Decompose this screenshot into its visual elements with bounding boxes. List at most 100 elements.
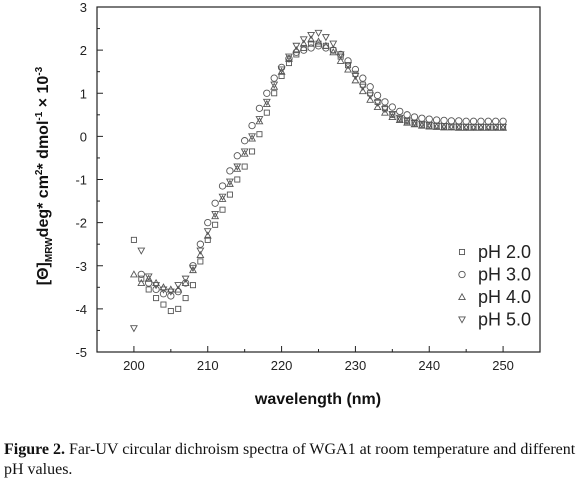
data-point <box>248 134 257 142</box>
data-point <box>159 290 168 298</box>
data-point <box>366 92 375 100</box>
data-point <box>204 236 211 243</box>
data-point <box>153 295 160 302</box>
y-axis-theta: [Θ] <box>35 262 52 285</box>
caption-text: Far-UV circular dichroism spectra of WGA… <box>4 441 576 478</box>
data-point <box>138 275 145 282</box>
data-point <box>226 191 233 198</box>
data-point <box>277 66 286 74</box>
data-point <box>440 116 448 125</box>
x-tick-label: 240 <box>418 358 440 373</box>
data-point <box>499 117 507 125</box>
data-point <box>380 108 389 116</box>
x-tick-label: 210 <box>197 358 219 373</box>
legend-label: pH 2.0 <box>478 242 531 262</box>
y-tick-label: -4 <box>75 302 87 317</box>
data-point <box>174 282 183 290</box>
data-point <box>425 115 433 123</box>
data-point <box>366 95 375 103</box>
data-point <box>462 117 470 125</box>
y-tick-label: 2 <box>80 43 87 58</box>
data-point <box>285 53 293 61</box>
data-point <box>196 250 205 258</box>
data-point <box>403 111 411 119</box>
data-point <box>240 148 249 156</box>
data-point <box>152 282 161 290</box>
data-point <box>145 279 153 287</box>
series-triangle-down <box>129 29 508 333</box>
data-point <box>314 37 323 45</box>
data-point <box>197 258 204 265</box>
data-point <box>129 270 138 278</box>
figure-caption: Figure 2. Far-UV circular dichroism spec… <box>4 440 576 480</box>
data-point <box>484 123 493 132</box>
data-point <box>189 264 197 273</box>
data-point <box>417 120 426 128</box>
data-point <box>366 83 374 91</box>
data-point <box>129 325 138 333</box>
y-axis-sup2: 2 <box>34 169 45 175</box>
data-point <box>336 56 345 64</box>
x-tick-label: 250 <box>492 358 514 373</box>
data-point <box>440 123 448 131</box>
data-point <box>226 167 234 175</box>
data-point <box>277 67 286 75</box>
data-point <box>137 278 146 287</box>
data-point <box>447 117 456 125</box>
data-point <box>477 117 485 125</box>
legend-label: pH 4.0 <box>478 287 531 307</box>
data-point <box>358 83 367 91</box>
y-axis-sup-neg1: -1 <box>34 111 45 120</box>
data-point <box>344 65 352 73</box>
data-point <box>358 86 367 95</box>
data-point <box>270 82 279 90</box>
data-point <box>418 114 426 122</box>
legend-label: pH 3.0 <box>478 265 531 285</box>
data-point <box>240 149 249 157</box>
data-point <box>454 123 463 131</box>
data-point <box>219 206 226 213</box>
data-point <box>425 121 434 129</box>
y-axis-title: [Θ]MRWdeg* cm2* dmol-1 × 10-3 <box>34 66 55 285</box>
data-point <box>344 62 352 70</box>
y-axis-sup-neg3: -3 <box>34 66 45 75</box>
data-point <box>203 231 212 239</box>
data-point <box>233 152 241 160</box>
data-point <box>351 65 360 74</box>
data-point <box>248 121 256 130</box>
data-point <box>307 32 316 40</box>
data-point <box>182 295 189 302</box>
data-point <box>249 148 256 155</box>
data-point <box>410 119 419 127</box>
ticks: 200 210 220 230 240 250 -5 -4 -3 -2 -1 0 1 2 3 <box>75 0 541 373</box>
data-point <box>396 107 404 116</box>
data-point <box>314 42 323 50</box>
data-point <box>403 117 412 125</box>
data-point <box>211 199 219 207</box>
data-point <box>307 35 316 43</box>
data-point <box>225 179 234 187</box>
data-point <box>241 137 249 145</box>
series-square <box>130 40 507 315</box>
data-point <box>181 278 190 287</box>
data-point <box>403 118 412 126</box>
data-point <box>130 236 137 243</box>
legend: pH 2.0 pH 3.0pH 4.0 pH 5.0 <box>458 242 531 330</box>
data-point <box>181 275 190 283</box>
data-point <box>292 42 301 50</box>
data-point <box>270 74 278 82</box>
data-point <box>159 286 168 294</box>
data-point <box>351 72 360 81</box>
data-point <box>351 76 360 84</box>
caption-label: Figure 2. <box>4 441 66 458</box>
data-point <box>491 123 500 132</box>
legend-marker <box>458 316 466 324</box>
y-tick-label: -1 <box>75 173 87 188</box>
data-point <box>462 123 471 132</box>
data-point <box>432 116 441 124</box>
y-tick-label: -3 <box>75 259 87 274</box>
data-point <box>373 102 382 111</box>
data-point <box>329 48 338 56</box>
legend-marker <box>458 270 466 279</box>
x-axis-title: wavelength (nm) <box>254 391 381 408</box>
